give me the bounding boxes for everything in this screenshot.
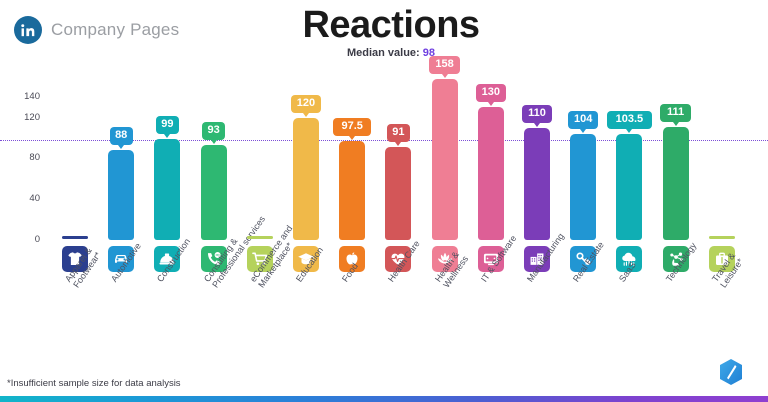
bar[interactable] [62, 236, 88, 239]
linkedin-icon [14, 16, 42, 44]
heart-pulse-icon [385, 246, 412, 272]
monitor-icon [477, 246, 504, 272]
title-block: Reactions Median value: 98 [0, 6, 768, 59]
factory-icon [524, 246, 550, 272]
tshirt-icon [62, 246, 88, 272]
y-axis-tick: 120 [24, 111, 40, 123]
bar-value-text: 120 [296, 96, 316, 109]
bar[interactable] [200, 145, 227, 240]
bar-value-label: 130 [475, 84, 507, 107]
median-reference-line [0, 140, 768, 142]
bar[interactable] [293, 117, 319, 240]
y-axis-tick: 140 [24, 91, 40, 103]
bar-value-text: 97.5 [341, 119, 363, 132]
bar-value-text: 130 [481, 86, 500, 99]
brand: Company Pages [14, 16, 179, 44]
bar-value-label: 99 [155, 116, 180, 139]
bar[interactable] [477, 107, 504, 240]
median-caption-prefix: Median value: [346, 47, 423, 59]
bar[interactable] [662, 126, 689, 240]
network-tap-icon [662, 246, 689, 272]
bar-value-text: 91 [392, 126, 405, 139]
bar-value-label: 111 [660, 103, 691, 126]
key-house-icon [570, 246, 597, 272]
bar[interactable] [246, 236, 273, 239]
lotus-icon [431, 246, 458, 272]
bar-value-label: 93 [201, 122, 226, 145]
shopping-cart-icon [246, 246, 273, 272]
bar-value-text: 99 [161, 118, 174, 131]
suitcase-icon [708, 246, 735, 272]
brand-label: Company Pages [51, 20, 180, 39]
bar-value-label: 91 [386, 124, 411, 147]
bar[interactable] [524, 127, 550, 240]
bar-value-label: 110 [521, 104, 553, 127]
bar-value-label: 97.5 [333, 117, 372, 140]
apple-icon [339, 246, 366, 272]
chart-header: Company Pages Reactions Median value: 98 [0, 0, 768, 60]
y-axis-tick: 80 [29, 152, 40, 164]
bar-value-text: 158 [435, 57, 454, 70]
bar-value-label: 158 [429, 55, 460, 78]
bar-value-text: 103.5 [615, 113, 644, 126]
page-title: Reactions [302, 4, 480, 46]
bar[interactable] [385, 147, 412, 240]
hardhat-icon [154, 246, 181, 272]
median-caption: Median value: 98 [14, 47, 768, 59]
footnote: *Insufficient sample size for data analy… [7, 378, 181, 389]
bar-value-text: 93 [207, 124, 220, 137]
y-axis-tick: 40 [29, 193, 40, 205]
phone-chat-icon [200, 246, 227, 272]
bar[interactable] [154, 139, 181, 240]
bar-value-label: 120 [290, 94, 322, 117]
bar[interactable] [570, 133, 597, 240]
hexagon-slash-logo [718, 358, 744, 386]
bar[interactable] [108, 150, 135, 240]
bar[interactable] [708, 236, 735, 239]
bar-value-text: 111 [667, 105, 685, 118]
bar[interactable] [616, 134, 643, 240]
bar-value-label: 103.5 [606, 111, 652, 134]
car-icon [108, 246, 135, 272]
bar[interactable] [431, 78, 458, 240]
footer-gradient-bar [0, 396, 768, 402]
y-axis-tick: 0 [34, 234, 40, 245]
bar-value-text: 104 [574, 112, 593, 125]
cloud-icon [616, 246, 643, 272]
bar-value-text: 88 [115, 129, 128, 142]
bar[interactable] [339, 140, 366, 240]
graduation-cap-icon [293, 246, 319, 272]
bar-value-text: 110 [528, 106, 546, 119]
bar-value-label: 104 [567, 110, 599, 133]
bar-value-label: 88 [109, 127, 133, 150]
